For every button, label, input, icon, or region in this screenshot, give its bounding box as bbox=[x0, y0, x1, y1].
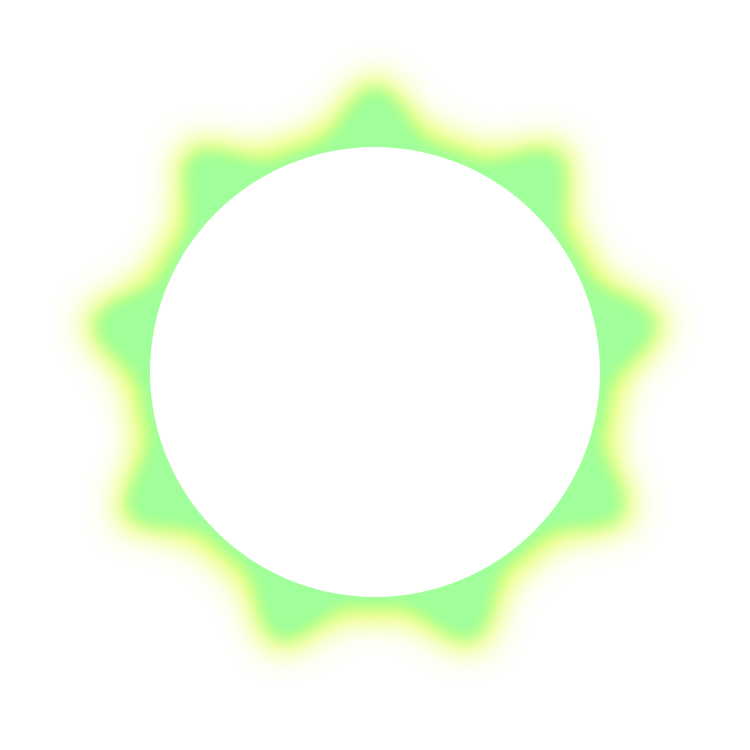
inner-disc bbox=[150, 147, 600, 597]
